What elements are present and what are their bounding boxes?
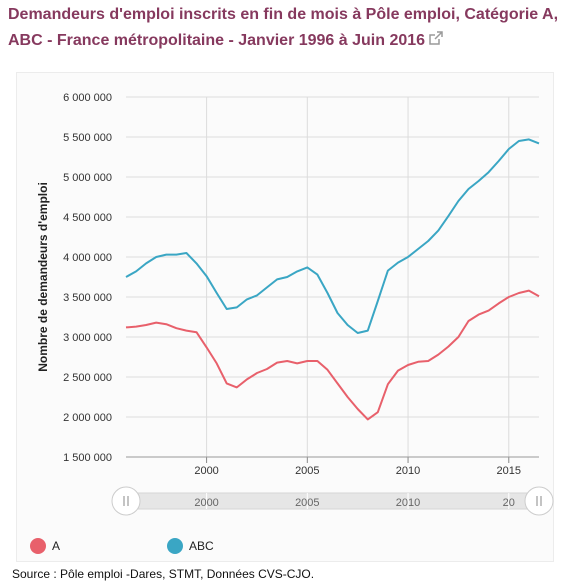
- navigator-tick-label: 20: [503, 497, 515, 509]
- external-link-icon[interactable]: [428, 29, 444, 55]
- y-tick-label: 4 500 000: [63, 212, 112, 224]
- y-tick-label: 3 000 000: [63, 332, 112, 344]
- legend-swatch-a: [30, 538, 46, 554]
- legend-swatch-abc: [167, 538, 183, 554]
- chart-svg: 1 500 000 2 000 000 2 500 000 3 000 000 3 50…: [36, 92, 554, 516]
- y-tick-label: 3 500 000: [63, 292, 112, 304]
- y-tick-label: 1 500 000: [63, 452, 112, 464]
- navigator-tick-label: 2010: [396, 497, 420, 509]
- navigator-tick-label: 2005: [295, 497, 319, 509]
- y-tick-label: 5 000 000: [63, 172, 112, 184]
- series-line-abc[interactable]: [125, 138, 540, 334]
- x-tick-label: 2015: [497, 465, 521, 477]
- x-tick-label: 2005: [295, 465, 319, 477]
- x-tick-label: 2010: [396, 465, 420, 477]
- y-tick-label: 4 000 000: [63, 252, 112, 264]
- navigator-tick-label: 2000: [194, 497, 218, 509]
- legend-label-a: A: [52, 539, 61, 553]
- navigator-right-handle[interactable]: [524, 486, 554, 516]
- legend-item-a[interactable]: A: [30, 536, 60, 556]
- chart-container: 1 500 000 2 000 000 2 500 000 3 000 000 3 50…: [16, 72, 554, 562]
- y-axis-label: Nombre de demandeurs d'emploi: [36, 182, 50, 372]
- source-note: Source : Pôle emploi -Dares, STMT, Donné…: [12, 567, 315, 581]
- x-tick-label: 2000: [194, 465, 218, 477]
- chart-title-block: Demandeurs d'emploi inscrits en fin de m…: [8, 2, 568, 55]
- navigator-track[interactable]: [125, 492, 540, 510]
- chart-legend: A ABC: [30, 536, 530, 556]
- legend-label-abc: ABC: [189, 539, 214, 553]
- y-tick-label: 6 000 000: [63, 92, 112, 104]
- chart-title: Demandeurs d'emploi inscrits en fin de m…: [8, 2, 568, 55]
- y-tick-label: 2 500 000: [63, 372, 112, 384]
- legend-item-abc[interactable]: ABC: [167, 536, 214, 556]
- navigator-left-handle[interactable]: [111, 486, 141, 516]
- series-line-a[interactable]: [125, 289, 540, 421]
- y-tick-label: 2 000 000: [63, 412, 112, 424]
- y-tick-label: 5 500 000: [63, 132, 112, 144]
- chart-title-text: Demandeurs d'emploi inscrits en fin de m…: [8, 6, 559, 49]
